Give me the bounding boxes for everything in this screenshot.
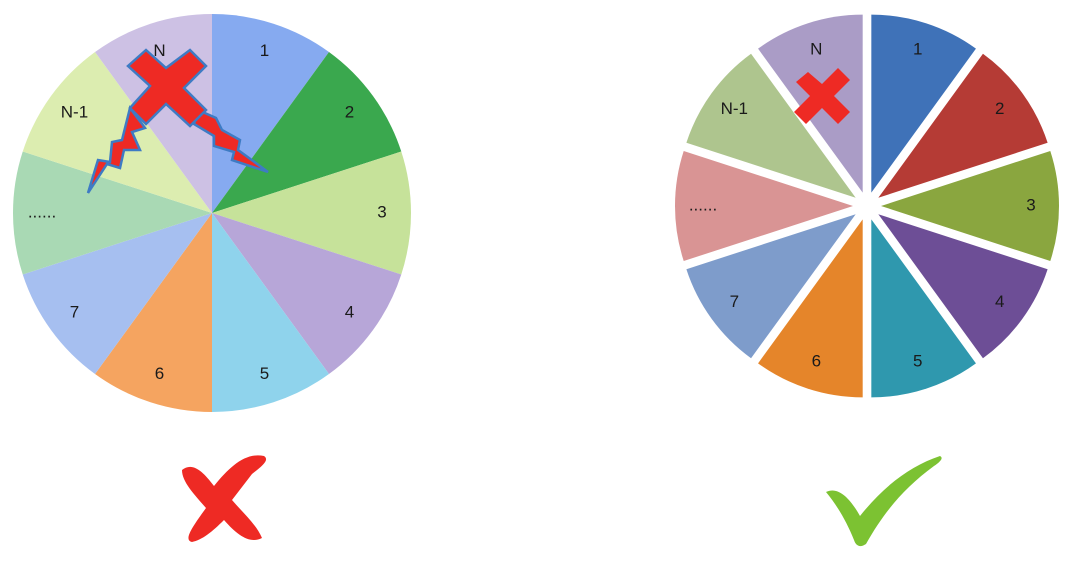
lightning-bolt-icon: [86, 105, 148, 194]
pie-slice: [95, 213, 212, 412]
slice-label: 2: [995, 99, 1004, 118]
wrong-cross-icon: [182, 455, 267, 542]
pie-slice: [12, 151, 213, 275]
slice-label: 1: [913, 40, 922, 59]
pie-slice: [878, 53, 1048, 198]
pie-slice: [212, 213, 329, 412]
pie-slice: [871, 219, 976, 398]
slice-label: 3: [1026, 195, 1035, 214]
right-pie-exploded-slices: 1 2 3 4 5 6 7...... N-1 N: [674, 14, 1060, 398]
left-pie-damage-overlay: [86, 48, 269, 194]
slice-label: 4: [345, 302, 354, 321]
pie-slice: [686, 214, 856, 359]
slice-label: 7: [730, 292, 739, 311]
slice-label: 6: [155, 364, 164, 383]
slice-label: 2: [345, 103, 354, 122]
pie-slice: [674, 150, 853, 262]
pie-slice: [212, 213, 402, 374]
pie-slice: [212, 151, 412, 275]
checkmark-icon: [826, 456, 942, 547]
pie-slice: [686, 53, 856, 198]
slice-label: 6: [812, 351, 821, 370]
pie-slice: [212, 52, 402, 214]
slice-label: 5: [913, 351, 922, 370]
slice-label: ......: [689, 195, 717, 214]
pie-slice: [871, 14, 976, 193]
slice-label: N-1: [721, 99, 748, 118]
pie-slice: [878, 214, 1048, 359]
slice-label: 5: [260, 364, 269, 383]
slice-label: 1: [260, 41, 269, 60]
slice-label: N: [153, 41, 165, 60]
pie-slice: [758, 219, 863, 398]
slice-label: N-1: [61, 103, 88, 122]
pie-slice: [881, 150, 1060, 262]
pie-slice: [22, 52, 213, 214]
pie-slice: [22, 213, 213, 374]
left-pie-shared-center: 1 2 3 4 5 6 7...... N-1 N: [12, 14, 412, 412]
small-cross-icon: [794, 68, 850, 124]
slice-label: 7: [70, 302, 79, 321]
cross-icon: [126, 48, 208, 128]
slice-label: 3: [377, 202, 386, 221]
slice-label: 4: [995, 292, 1004, 311]
lightning-bolt-icon: [192, 108, 269, 174]
slice-label: N: [810, 40, 822, 59]
slice-label: ......: [28, 202, 56, 221]
